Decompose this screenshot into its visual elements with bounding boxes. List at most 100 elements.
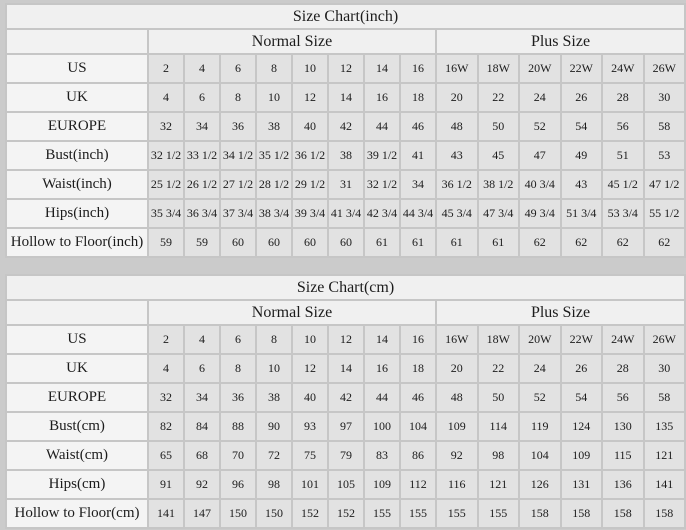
size-value-cell: 28 (603, 84, 643, 111)
size-value-cell: 12 (293, 355, 327, 382)
size-value-cell: 62 (520, 229, 560, 256)
size-value-cell: 27 1/2 (221, 171, 255, 198)
size-value-cell: 14 (329, 84, 363, 111)
size-value-cell: 155 (478, 500, 518, 527)
table-row: US 2 4 6 8 10 12 14 16 16W 18W 20W 22W 24W 26W (7, 326, 684, 353)
size-value-cell: 75 (293, 442, 327, 469)
size-value-cell: 131 (561, 471, 601, 498)
size-value-cell: 20 (437, 84, 477, 111)
size-value-cell: 101 (293, 471, 327, 498)
table-row: Bust(inch) 32 1/2 33 1/2 34 1/2 35 1/2 36 1/2… (7, 142, 684, 169)
table-row: Hips(cm) 91 92 96 98 101 105 109 112 116 121 126 131… (7, 471, 684, 498)
size-value-cell: 8 (221, 84, 255, 111)
size-value-cell: 22 (478, 84, 518, 111)
size-value-cell: 45 1/2 (603, 171, 643, 198)
size-value-cell: 54 (561, 113, 601, 140)
size-value-cell: 34 (401, 171, 435, 198)
table-row: EUROPE 32 34 36 38 40 42 44 46 48 50 52 54 56 58 (7, 384, 684, 411)
size-value-cell: 61 (365, 229, 399, 256)
table-row: US 2 4 6 8 10 12 14 16 16W 18W 20W 22W 24W 26W (7, 55, 684, 82)
table-row: Waist(inch) 25 1/2 26 1/2 27 1/2 28 1/2 29 1/… (7, 171, 684, 198)
size-value-cell: 152 (329, 500, 363, 527)
size-value-cell: 58 (644, 113, 684, 140)
size-value-cell: 60 (293, 229, 327, 256)
size-value-cell: 22W (561, 55, 601, 82)
size-value-cell: 10 (293, 326, 327, 353)
table-row: Hips(inch) 35 3/4 36 3/4 37 3/4 38 3/4 39 3/4… (7, 200, 684, 227)
table-row: Hollow to Floor(inch) 59 59 60 60 60 60 61 61 61 6… (7, 229, 684, 256)
size-value-cell: 93 (293, 413, 327, 440)
size-value-cell: 141 (149, 500, 183, 527)
size-value-cell: 52 (520, 113, 560, 140)
size-value-cell: 32 (149, 384, 183, 411)
row-label: US (7, 55, 147, 82)
size-value-cell: 121 (644, 442, 684, 469)
size-value-cell: 104 (401, 413, 435, 440)
size-value-cell: 6 (185, 355, 219, 382)
size-value-cell: 38 1/2 (478, 171, 518, 198)
size-value-cell: 4 (185, 55, 219, 82)
size-value-cell: 16 (365, 355, 399, 382)
size-value-cell: 158 (644, 500, 684, 527)
size-value-cell: 52 (520, 384, 560, 411)
size-value-cell: 100 (365, 413, 399, 440)
row-label: Bust(inch) (7, 142, 147, 169)
size-value-cell: 45 (478, 142, 518, 169)
row-label: Waist(inch) (7, 171, 147, 198)
size-value-cell: 109 (561, 442, 601, 469)
size-value-cell: 48 (437, 384, 477, 411)
size-value-cell: 82 (149, 413, 183, 440)
size-value-cell: 8 (257, 326, 291, 353)
size-value-cell: 26 1/2 (185, 171, 219, 198)
table-row: Hollow to Floor(cm) 141 147 150 150 152 152 155… (7, 500, 684, 527)
size-value-cell: 47 1/2 (644, 171, 684, 198)
size-value-cell: 37 3/4 (221, 200, 255, 227)
size-value-cell: 38 (257, 384, 291, 411)
size-value-cell: 44 3/4 (401, 200, 435, 227)
size-value-cell: 29 1/2 (293, 171, 327, 198)
size-value-cell: 32 1/2 (149, 142, 183, 169)
size-value-cell: 26 (561, 355, 601, 382)
size-value-cell: 126 (520, 471, 560, 498)
table-row: UK 4 6 8 10 12 14 16 18 20 22 24 26 28 30 (7, 84, 684, 111)
size-value-cell: 60 (329, 229, 363, 256)
size-value-cell: 28 1/2 (257, 171, 291, 198)
size-value-cell: 39 1/2 (365, 142, 399, 169)
size-value-cell: 24W (603, 55, 643, 82)
size-value-cell: 60 (221, 229, 255, 256)
table-row: EUROPE 32 34 36 38 40 42 44 46 48 50 52 54 56 58 (7, 113, 684, 140)
row-label: UK (7, 84, 147, 111)
size-value-cell: 90 (257, 413, 291, 440)
size-value-cell: 12 (293, 84, 327, 111)
size-value-cell: 48 (437, 113, 477, 140)
size-value-cell: 92 (437, 442, 477, 469)
size-value-cell: 49 (561, 142, 601, 169)
table-row: UK 4 6 8 10 12 14 16 18 20 22 24 26 28 30 (7, 355, 684, 382)
size-value-cell: 84 (185, 413, 219, 440)
size-value-cell: 32 (149, 113, 183, 140)
size-value-cell: 41 3/4 (329, 200, 363, 227)
size-value-cell: 152 (293, 500, 327, 527)
corner-cell (7, 30, 147, 53)
size-value-cell: 50 (478, 113, 518, 140)
size-value-cell: 130 (603, 413, 643, 440)
table-title: Size Chart(inch) (7, 5, 684, 28)
size-value-cell: 79 (329, 442, 363, 469)
size-value-cell: 34 (185, 384, 219, 411)
size-value-cell: 12 (329, 55, 363, 82)
size-value-cell: 16 (401, 55, 435, 82)
group-header-normal-size: Normal Size (149, 30, 435, 53)
corner-cell (7, 301, 147, 324)
size-value-cell: 39 3/4 (293, 200, 327, 227)
size-value-cell: 155 (365, 500, 399, 527)
size-value-cell: 86 (401, 442, 435, 469)
size-value-cell: 4 (185, 326, 219, 353)
size-value-cell: 92 (185, 471, 219, 498)
size-value-cell: 25 1/2 (149, 171, 183, 198)
size-value-cell: 54 (561, 384, 601, 411)
size-value-cell: 68 (185, 442, 219, 469)
row-label: EUROPE (7, 113, 147, 140)
size-value-cell: 46 (401, 113, 435, 140)
size-value-cell: 83 (365, 442, 399, 469)
